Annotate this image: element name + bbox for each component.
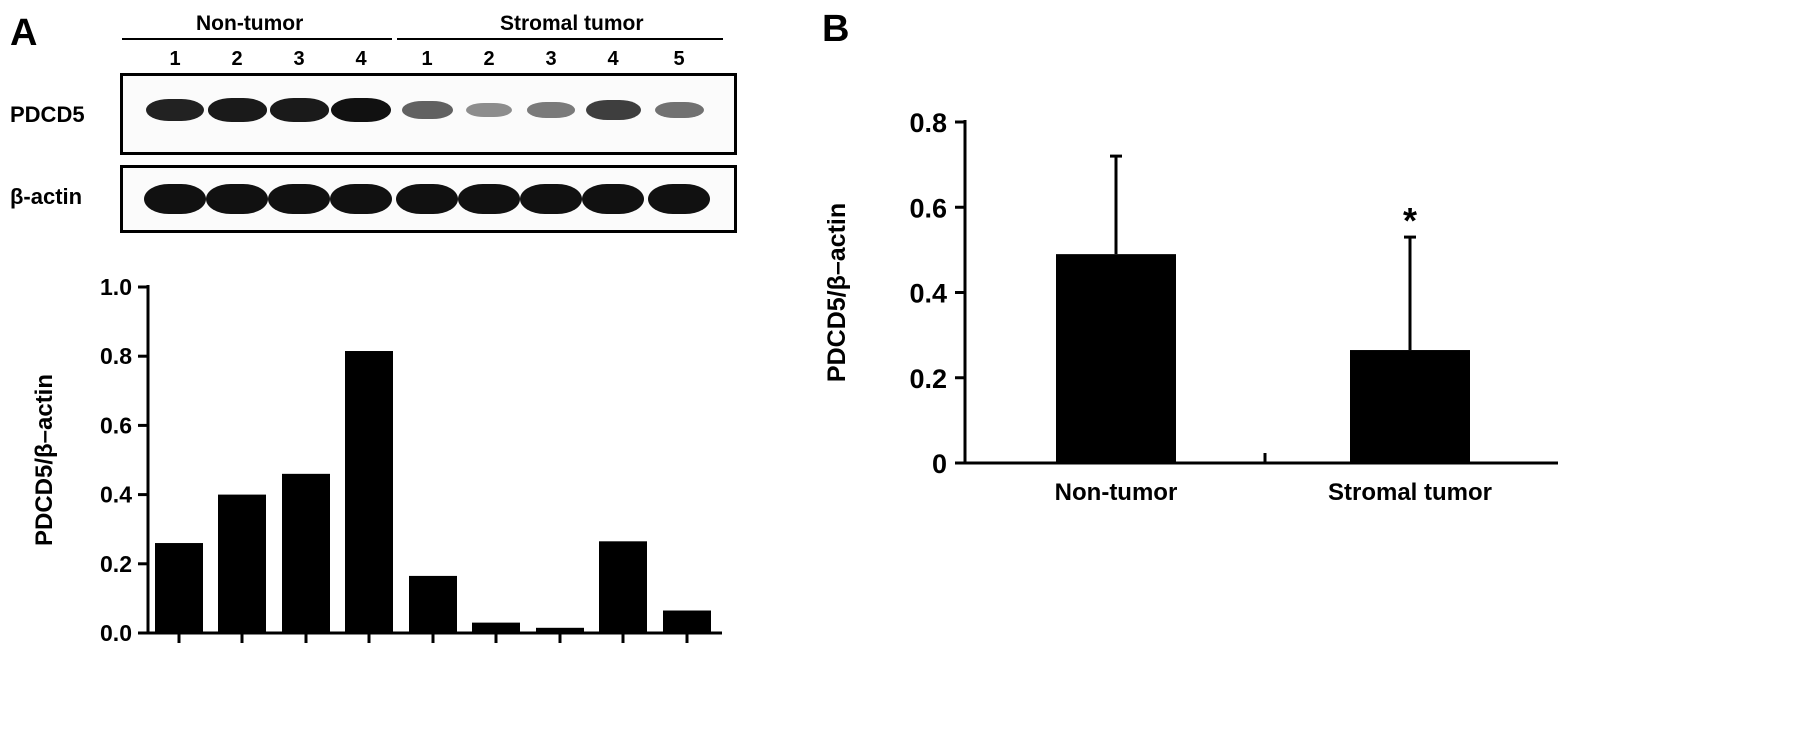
bar — [155, 543, 203, 633]
lane-number: 4 — [355, 48, 367, 70]
y-tick-label: 1.0 — [100, 274, 132, 300]
y-tick-label: 0.6 — [909, 193, 947, 223]
bar — [1056, 254, 1176, 463]
bar — [345, 351, 393, 633]
group-label-stromal-tumor: Stromal tumor — [500, 12, 644, 35]
blot-band — [207, 98, 267, 122]
y-axis-label: PDCD5/β–actin — [823, 203, 851, 382]
y-tick-label: 0.0 — [100, 620, 132, 646]
bar — [282, 473, 330, 633]
group-label-non-tumor: Non-tumor — [196, 12, 304, 35]
blot-band — [330, 184, 392, 214]
y-axis-label: PDCD5/β–actin — [31, 374, 58, 546]
bar — [536, 627, 584, 633]
lane-number: 2 — [483, 48, 495, 70]
lane-number: 4 — [607, 48, 619, 70]
lane-number: 1 — [421, 48, 433, 70]
blot-band — [458, 184, 520, 214]
blot-band — [585, 99, 641, 121]
bar — [663, 610, 711, 633]
y-tick-label: 0.8 — [100, 343, 132, 369]
blot-band — [466, 102, 512, 118]
lane-number: 3 — [293, 48, 305, 70]
blot-band — [146, 98, 204, 122]
group-line-non-tumor — [122, 38, 392, 40]
blot-row-label-pdcd5: PDCD5 — [10, 102, 85, 127]
y-tick-label: 0.4 — [909, 279, 947, 309]
blot-band — [144, 184, 206, 214]
x-tick-label: Non-tumor — [1055, 479, 1178, 506]
y-tick-label: 0 — [932, 449, 947, 479]
lane-number: 3 — [545, 48, 557, 70]
blot-band — [401, 101, 453, 119]
bar — [409, 575, 457, 633]
blot-band — [654, 101, 704, 119]
lane-number: 2 — [231, 48, 243, 70]
panel-b-letter: B — [822, 8, 850, 50]
blot-image-beta-actin — [120, 165, 737, 233]
blot-band — [206, 184, 268, 214]
lane-number: 1 — [169, 48, 181, 70]
blot-band — [520, 184, 582, 214]
panel-a-letter: A — [10, 12, 38, 54]
y-tick-label: 0.2 — [909, 364, 947, 394]
y-tick-label: 0.6 — [100, 412, 132, 438]
blot-band — [268, 184, 330, 214]
blot-band — [648, 184, 710, 214]
blot-band — [331, 98, 391, 122]
bar — [472, 622, 520, 633]
blot-band — [396, 184, 458, 214]
lane-number: 5 — [673, 48, 685, 70]
blot-band — [269, 98, 329, 122]
bar — [599, 541, 647, 633]
group-line-stromal-tumor — [397, 38, 723, 40]
chart-b: 0 0.2 0.4 0.6 0.8 Non-tumor Stromal tumor * PDCD… — [823, 108, 1558, 506]
y-tick-label: 0.4 — [100, 482, 132, 508]
significance-marker: * — [1403, 200, 1417, 241]
bar — [1350, 350, 1470, 463]
blot-band — [527, 102, 575, 118]
blot-image-pdcd5 — [120, 73, 737, 155]
y-tick-label: 0.8 — [909, 108, 947, 138]
blot-band — [582, 184, 644, 214]
chart-a: 0.0 0.2 0.4 0.6 0.8 1.0 PDCD5/β–actin — [31, 274, 722, 646]
bar — [218, 494, 266, 633]
x-tick-label: Stromal tumor — [1328, 479, 1492, 506]
y-tick-label: 0.2 — [100, 551, 132, 577]
blot-row-label-beta-actin: β-actin — [10, 184, 83, 209]
